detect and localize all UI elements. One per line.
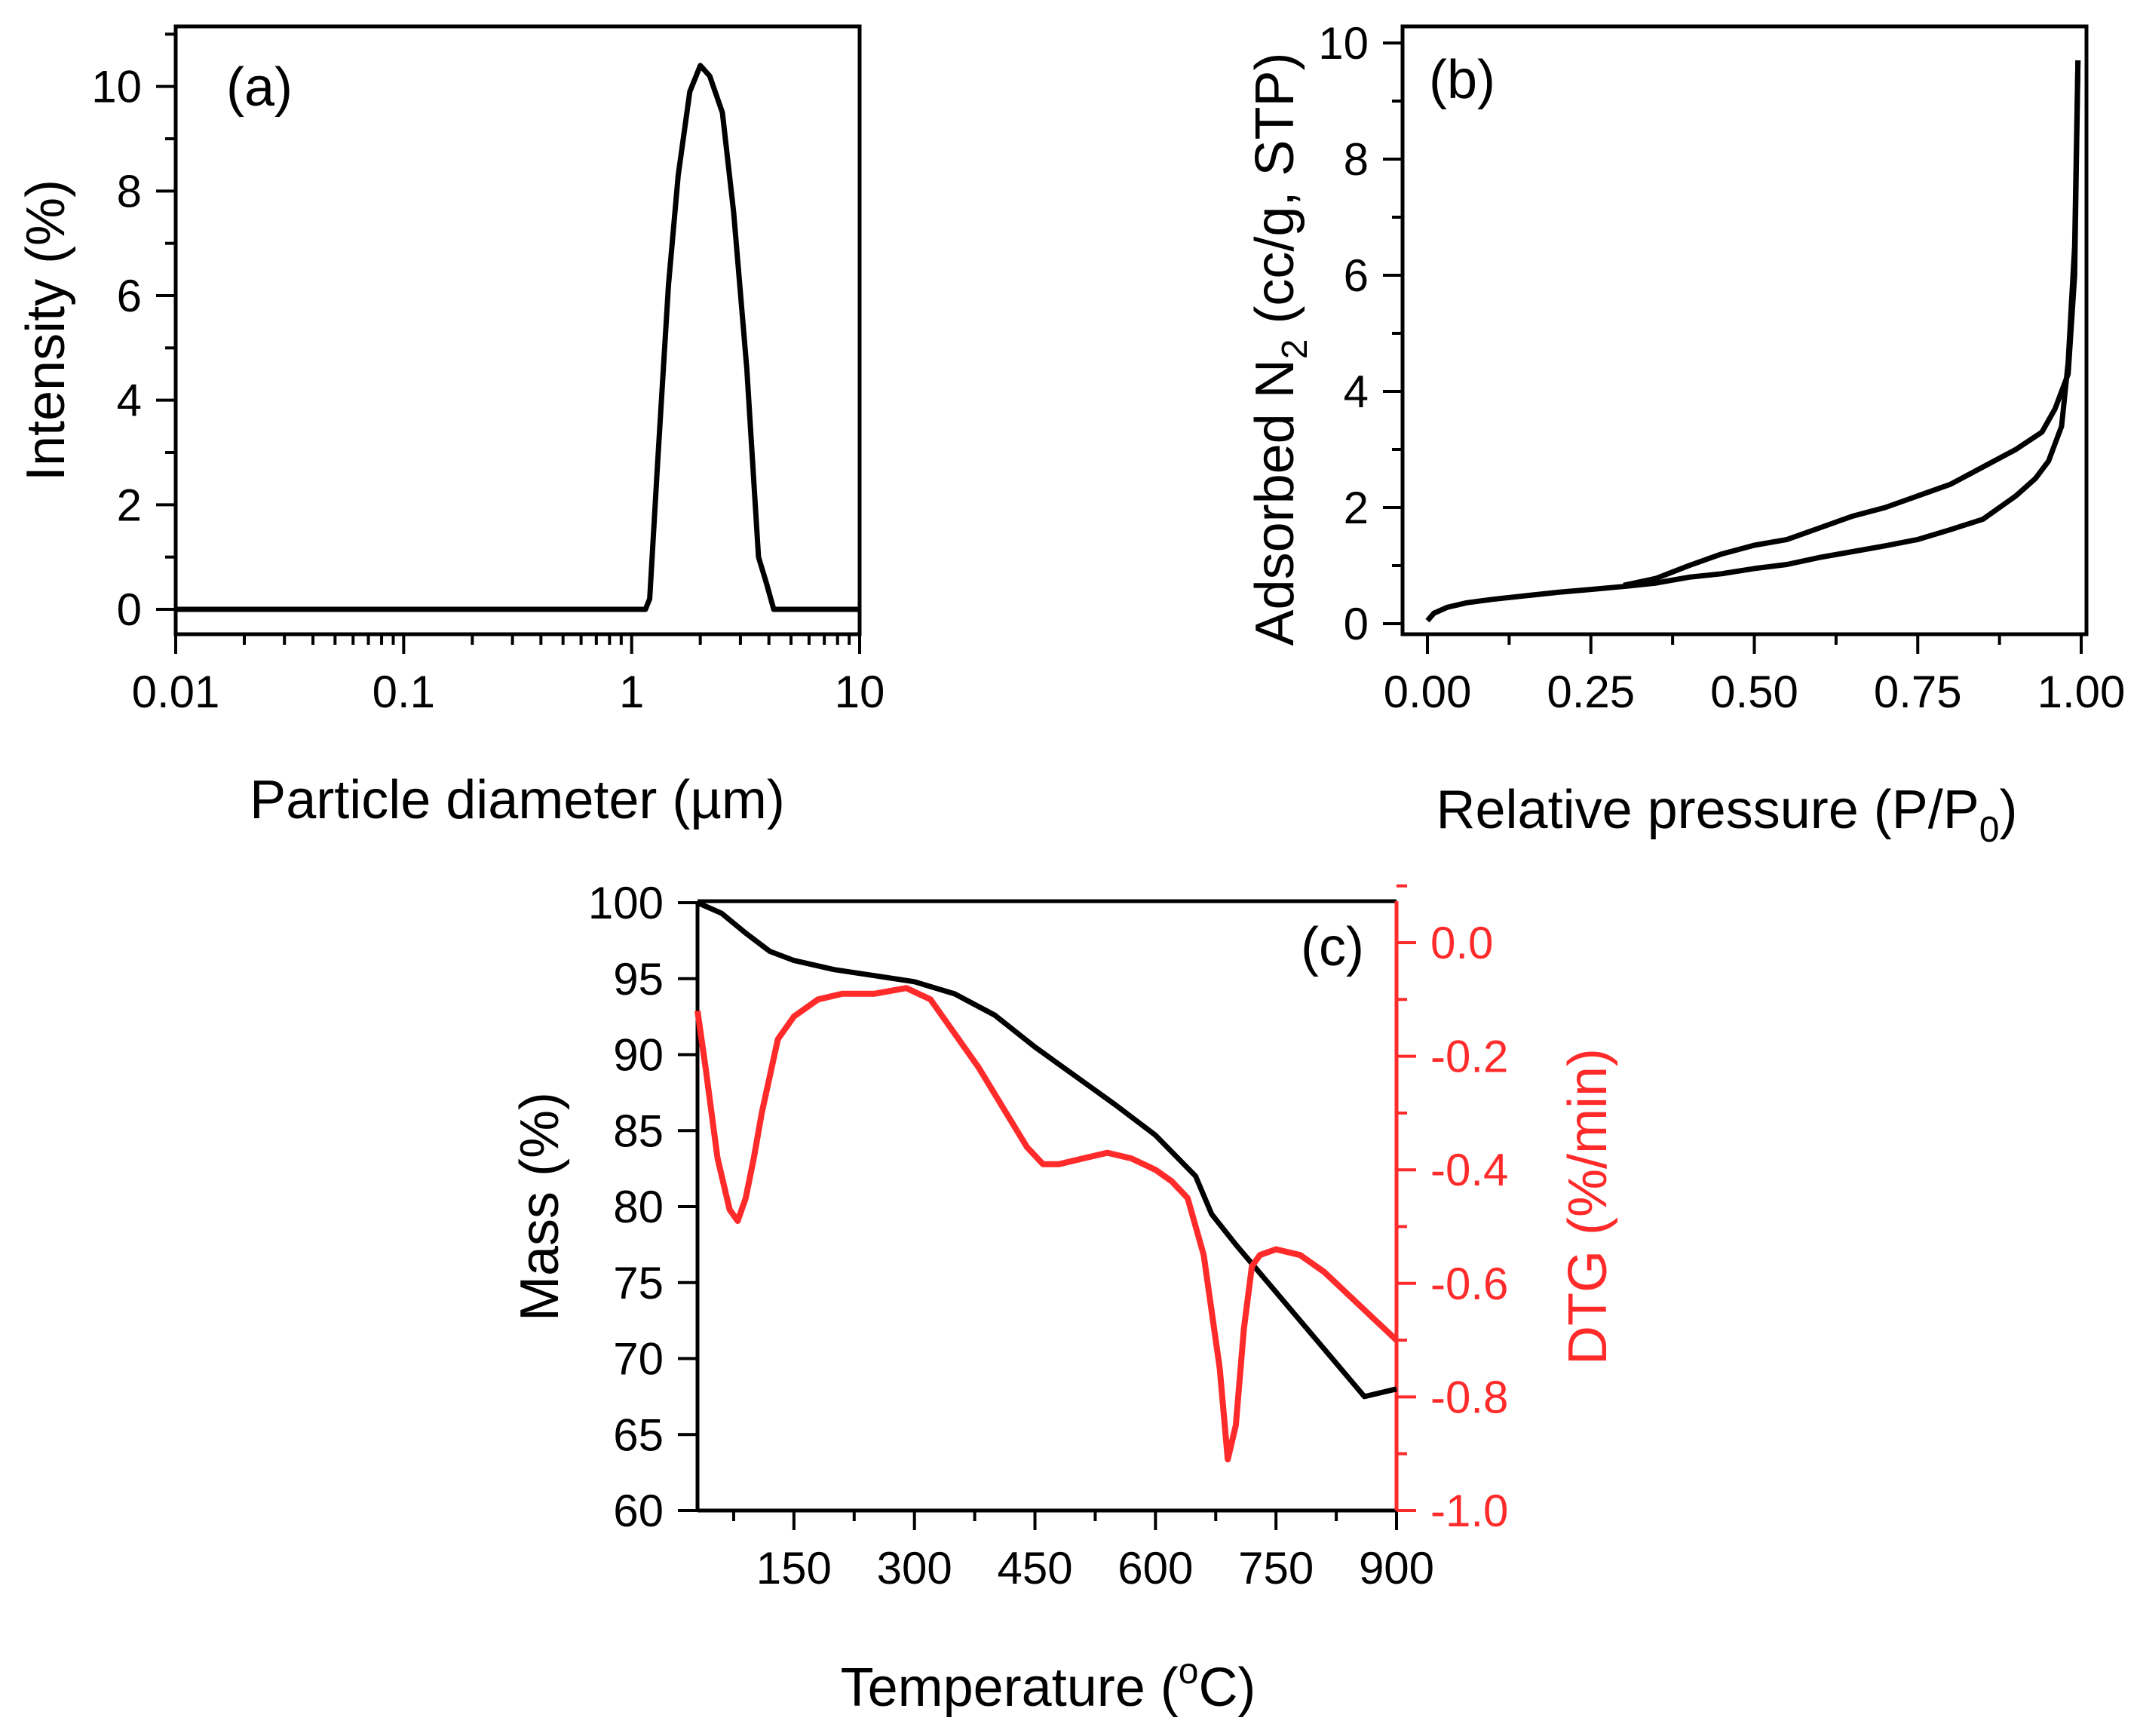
panel-a-y-tick-label: 6 [117, 271, 142, 321]
panel-a-series-line [176, 63, 860, 612]
panel-b-x-tick-label: 0.75 [1874, 667, 1962, 717]
panel-b-y-tick-label: 2 [1344, 483, 1369, 533]
panel-c-y2-axis-title: DTG (%/min) [1558, 1048, 1618, 1365]
panel-c-x-tick-label: 450 [997, 1543, 1072, 1593]
panel-c-y-tick-label: 85 [613, 1106, 664, 1156]
panel-b-adsorption-line [1425, 60, 2081, 623]
panel-b-series [1425, 60, 2081, 623]
panel-c-y-tick-label: 65 [613, 1409, 664, 1460]
panel-c-y-tick-label: 80 [613, 1182, 664, 1232]
panel-c-y2-tick-label: -0.2 [1430, 1032, 1508, 1082]
panel-c-x-tick-label: 900 [1359, 1543, 1434, 1593]
panel-c-x-ticks: 150 300 450 600 750 900 [731, 1511, 1434, 1593]
panel-c-x-axis-title-sup: o [1179, 1652, 1199, 1692]
panel-b-y-axis-title: Adsorbed N2 (cc/g, STP) [1245, 53, 1315, 646]
panel-b-x-axis-title-end: ) [2000, 780, 2018, 840]
panel-c-x-tick-label: 150 [756, 1543, 832, 1593]
panel-c-mass-line [696, 900, 1397, 1400]
panel-a-x-tick-label: 10 [835, 667, 885, 717]
panel-c-y2-tick-label: 0.0 [1430, 918, 1493, 968]
panel-b-x-ticks: 0.00 0.25 0.50 0.75 1.00 [1384, 634, 2126, 717]
panel-c-y-tick-label: 70 [613, 1334, 664, 1385]
panel-b-y-tick-label: 4 [1344, 367, 1369, 417]
panel-c-x-axis-title-main: Temperature ( [841, 1658, 1179, 1718]
panel-a-label: (a) [226, 57, 293, 118]
panel-c-x-axis-title: Temperature (oC) [841, 1652, 1256, 1718]
panel-c-label: (c) [1301, 917, 1364, 977]
panel-b-x-tick-label: 0.50 [1710, 667, 1798, 717]
panel-c-x-tick-label: 300 [877, 1543, 952, 1593]
panel-b-y-ticks: 0 2 4 6 8 10 [1318, 18, 1403, 649]
panel-c-y2-tick-label: -0.8 [1430, 1372, 1508, 1422]
panel-c-y2-tick-label: -0.6 [1430, 1259, 1508, 1309]
panel-c-series [694, 900, 1399, 1463]
panel-a-y-tick-label: 8 [117, 166, 142, 216]
panel-b-desorption-line [1623, 60, 2081, 588]
panel-b-y-tick-label: 8 [1344, 134, 1369, 185]
panel-c-y-tick-label: 95 [613, 954, 664, 1004]
panel-b-x-tick-label: 0.00 [1384, 667, 1472, 717]
panel-c: 150 300 450 600 750 900 60 65 70 75 80 85 90 95 100 -… [510, 878, 1618, 1718]
panel-a-y-tick-label: 10 [91, 62, 142, 112]
panel-b-y-axis-title-end: (cc/g, STP) [1245, 53, 1305, 339]
panel-b-frame [1400, 24, 2089, 636]
panel-b-x-axis-title-sub: 0 [1979, 810, 2000, 850]
panel-a-frame [173, 24, 862, 636]
panel-b-x-tick-label: 1.00 [2037, 667, 2126, 717]
panel-a-y-ticks: 0 2 4 6 8 10 [91, 32, 176, 635]
panel-a-x-tick-label: 0.01 [132, 667, 220, 717]
panel-a-x-ticks: 0.01 0.1 1 10 [132, 634, 885, 717]
panel-b-y-axis-title-main: Adsorbed N [1245, 359, 1305, 646]
panel-a-y-axis-title: Intensity (%) [16, 179, 76, 481]
panel-b-y-tick-label: 6 [1344, 250, 1369, 301]
panel-a: 0.01 0.1 1 10 0 2 4 6 8 10 (a) Particle diameter… [16, 24, 885, 830]
panel-a-x-tick-label: 0.1 [373, 667, 435, 717]
panel-a-y-tick-label: 4 [117, 376, 142, 426]
panel-b-x-axis-title: Relative pressure (P/P0) [1436, 780, 2018, 850]
panel-a-y-tick-label: 2 [117, 480, 142, 530]
panel-c-x-axis-title-end: C) [1198, 1658, 1256, 1718]
panel-b-y-tick-label: 10 [1318, 18, 1369, 69]
panel-c-dtg-line [694, 985, 1399, 1463]
panel-c-y-tick-label: 60 [613, 1486, 664, 1536]
panel-b-label: (b) [1429, 50, 1495, 110]
panel-b: 0.00 0.25 0.50 0.75 1.00 0 2 4 6 8 10 (b) Relativ… [1245, 18, 2125, 850]
panel-c-y2-tick-label: -1.0 [1430, 1486, 1508, 1536]
panel-a-x-tick-label: 1 [619, 667, 644, 717]
panel-c-x-tick-label: 600 [1118, 1543, 1193, 1593]
panel-a-y-tick-label: 0 [117, 584, 142, 635]
panel-c-y2-ticks: -1.0 -0.8 -0.6 -0.4 -0.2 0.0 [1397, 884, 1508, 1536]
panel-c-y-tick-label: 90 [613, 1030, 664, 1081]
panel-b-x-tick-label: 0.25 [1547, 667, 1635, 717]
panel-c-y-tick-label: 100 [588, 878, 664, 928]
panel-c-y-ticks: 60 65 70 75 80 85 90 95 100 [588, 878, 698, 1536]
panel-b-y-axis-title-sub: 2 [1275, 339, 1315, 360]
panel-a-x-axis-title: Particle diameter (µm) [250, 770, 785, 830]
panel-c-y-axis-title: Mass (%) [510, 1092, 570, 1321]
panel-c-x-tick-label: 750 [1238, 1543, 1314, 1593]
panel-a-series [176, 63, 860, 612]
panel-c-y2-tick-label: -0.4 [1430, 1145, 1508, 1195]
panel-b-y-tick-label: 0 [1344, 599, 1369, 649]
panel-b-x-axis-title-main: Relative pressure (P/P [1436, 780, 1979, 840]
panel-c-y-tick-label: 75 [613, 1258, 664, 1308]
